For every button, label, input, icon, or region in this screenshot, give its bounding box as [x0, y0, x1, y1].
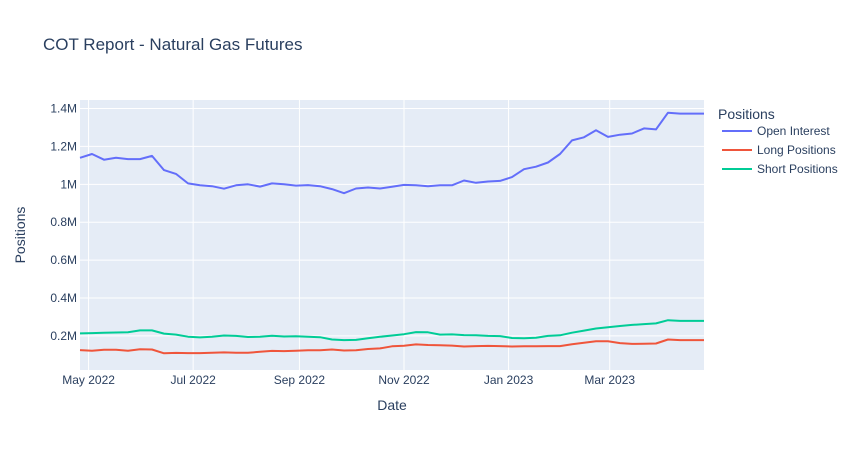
- x-tick-label: May 2022: [62, 373, 115, 387]
- x-tick-label: Jul 2022: [170, 373, 216, 387]
- y-axis-title: Positions: [12, 207, 28, 264]
- y-tick-label: 0.4M: [50, 291, 77, 305]
- x-gridlines: [88, 100, 611, 370]
- series-line-open-interest: [79, 111, 704, 195]
- legend: Positions Open Interest Long Positions Sho…: [718, 106, 838, 176]
- x-tick-label: Jan 2023: [484, 373, 534, 387]
- y-gridlines: [80, 108, 704, 337]
- chart-title: COT Report - Natural Gas Futures: [43, 35, 303, 54]
- y-tick-label: 0.6M: [50, 253, 77, 267]
- legend-label-open-interest[interactable]: Open Interest: [757, 124, 830, 138]
- x-tick-label: Mar 2023: [584, 373, 635, 387]
- x-axis-title: Date: [377, 397, 407, 413]
- x-tick-label: Nov 2022: [378, 373, 430, 387]
- legend-label-long-positions[interactable]: Long Positions: [757, 143, 836, 157]
- legend-label-short-positions[interactable]: Short Positions: [757, 162, 838, 176]
- legend-title: Positions: [718, 106, 775, 122]
- x-tick-label: Sep 2022: [274, 373, 326, 387]
- y-tick-label: 0.2M: [50, 329, 77, 343]
- y-tick-label: 1M: [60, 177, 77, 191]
- plot-background: [80, 100, 704, 370]
- series-line-long-positions: [79, 338, 704, 355]
- series-lines: [79, 111, 704, 355]
- y-tick-labels: 0.2M 0.4M 0.6M 0.8M 1M 1.2M 1.4M: [50, 102, 77, 343]
- y-tick-label: 1.4M: [50, 102, 77, 116]
- y-tick-label: 0.8M: [50, 215, 77, 229]
- series-line-short-positions: [79, 319, 704, 342]
- x-tick-labels: May 2022 Jul 2022 Sep 2022 Nov 2022 Jan 2023…: [62, 373, 635, 387]
- y-tick-label: 1.2M: [50, 139, 77, 153]
